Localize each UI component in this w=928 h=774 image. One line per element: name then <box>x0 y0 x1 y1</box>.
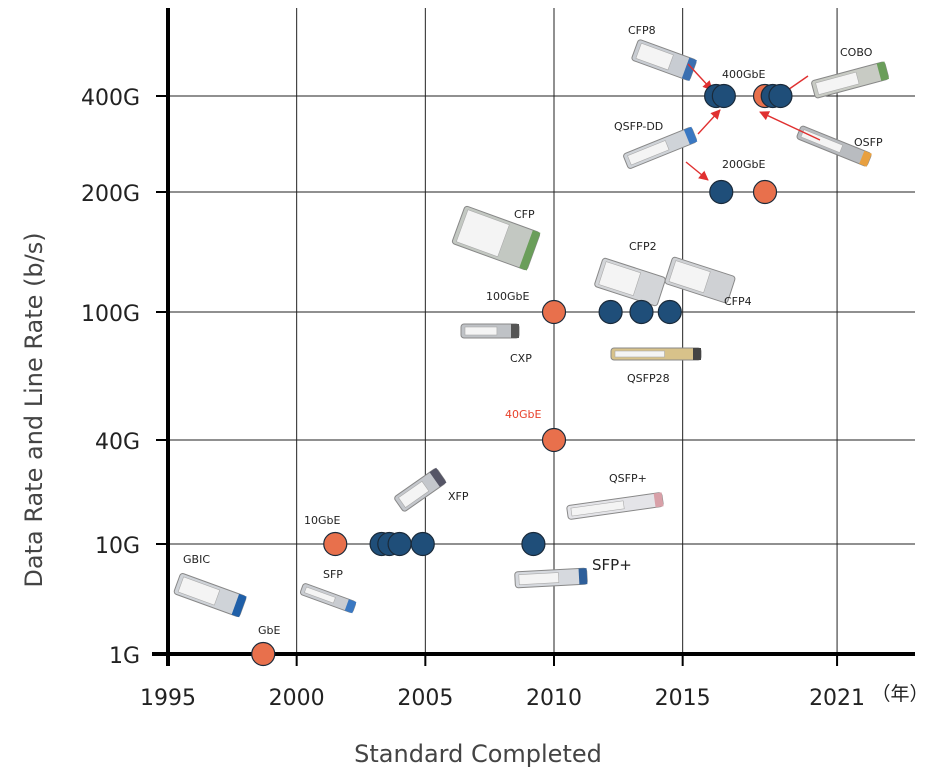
qsfp-plus-module-image <box>566 492 664 520</box>
annotation-cfp4: CFP4 <box>724 295 752 308</box>
module-point-5 <box>598 299 623 325</box>
cxp-module-image <box>460 323 520 339</box>
annotation-xfp: XFP <box>448 490 469 503</box>
cfp8-arrow <box>687 63 713 91</box>
ethernet-point-1 <box>323 531 348 557</box>
x-tick-label-2010: 2010 <box>526 686 582 711</box>
x-tick-label-1995: 1995 <box>140 686 196 711</box>
annotation-gbe: GbE <box>258 624 281 637</box>
annotation-100gbe: 100GbE <box>486 290 530 303</box>
module-point-10 <box>711 83 736 109</box>
annotation-200gbe: 200GbE <box>722 158 766 171</box>
y-axis-title: Data Rate and Line Rate (b/s) <box>20 232 48 587</box>
qsfp-dd-200g-arrow <box>685 161 709 181</box>
x-axis-title: Standard Completed <box>354 740 602 768</box>
sfp-module-image <box>299 583 357 614</box>
ethernet-point-0 <box>251 641 276 667</box>
x-tick-label-2000: 2000 <box>269 686 325 711</box>
annotation-sfp: SFP <box>323 568 343 581</box>
sfp-plus-module-image <box>514 567 588 589</box>
annotation-osfp: OSFP <box>854 136 883 149</box>
data-points <box>251 83 793 667</box>
annotation-cobo: COBO <box>840 46 873 59</box>
module-point-3 <box>410 531 435 557</box>
ethernet-point-4 <box>752 179 778 205</box>
module-pictures <box>173 39 890 618</box>
module-point-6 <box>629 299 654 325</box>
annotation-40gbe: 40GbE <box>505 408 542 421</box>
qsfp-dd-arrow <box>697 109 721 135</box>
ethernet-point-2 <box>541 427 567 453</box>
annotation-qsfp-dd: QSFP-DD <box>614 120 663 133</box>
x-tick-label-2005: 2005 <box>397 686 453 711</box>
gbic-module-image <box>173 573 247 618</box>
grid <box>168 8 915 654</box>
ethernet-point-3 <box>541 299 567 325</box>
cfp8-module-image <box>631 39 697 81</box>
annotation-cfp8: CFP8 <box>628 24 656 37</box>
annotation-10gbe: 10GbE <box>304 514 341 527</box>
cfp-module-image <box>451 205 541 271</box>
annotation-cfp2: CFP2 <box>629 240 657 253</box>
annotation-cxp: CXP <box>510 352 532 365</box>
module-point-8 <box>709 179 734 205</box>
module-point-2 <box>387 531 412 557</box>
annotation-qsfp28: QSFP28 <box>627 372 670 385</box>
annotation-sfp-: SFP+ <box>592 556 632 574</box>
cobo-module-image <box>811 61 890 99</box>
cfp2-module-image <box>594 257 666 307</box>
osfp-arrow <box>759 111 821 141</box>
module-point-7 <box>657 299 682 325</box>
x-tick-label-2015: 2015 <box>655 686 711 711</box>
annotation-cfp: CFP <box>514 208 535 221</box>
x-axis-unit: （年） <box>871 683 928 705</box>
annotations: GbE GBIC SFP 10GbE XFP SFP+ QSFP+ 40GbE 100GbE CX… <box>183 24 883 637</box>
y-tick-label-1G: 1G <box>109 644 140 669</box>
annotation-400gbe: 400GbE <box>722 68 766 81</box>
y-tick-label-10G: 10G <box>95 534 140 559</box>
y-tick-label-40G: 40G <box>95 430 140 455</box>
qsfp-dd-module-image <box>623 126 698 169</box>
axes <box>152 8 915 666</box>
module-point-4 <box>521 531 546 557</box>
xfp-module-image <box>394 467 447 512</box>
annotation-qsfp-: QSFP+ <box>609 472 647 485</box>
qsfp28-module-image <box>610 347 702 361</box>
module-point-12 <box>768 83 793 109</box>
tick-labels: 1995 2000 2005 2010 2015 2021 1G 10G 40G 100G 200G… <box>81 86 865 711</box>
y-tick-label-400G: 400G <box>81 86 140 111</box>
y-tick-label-100G: 100G <box>81 302 140 327</box>
cfp4-module-image <box>664 256 736 304</box>
x-tick-label-2021: 2021 <box>809 686 865 711</box>
annotation-gbic: GBIC <box>183 553 210 566</box>
y-tick-label-200G: 200G <box>81 182 140 207</box>
